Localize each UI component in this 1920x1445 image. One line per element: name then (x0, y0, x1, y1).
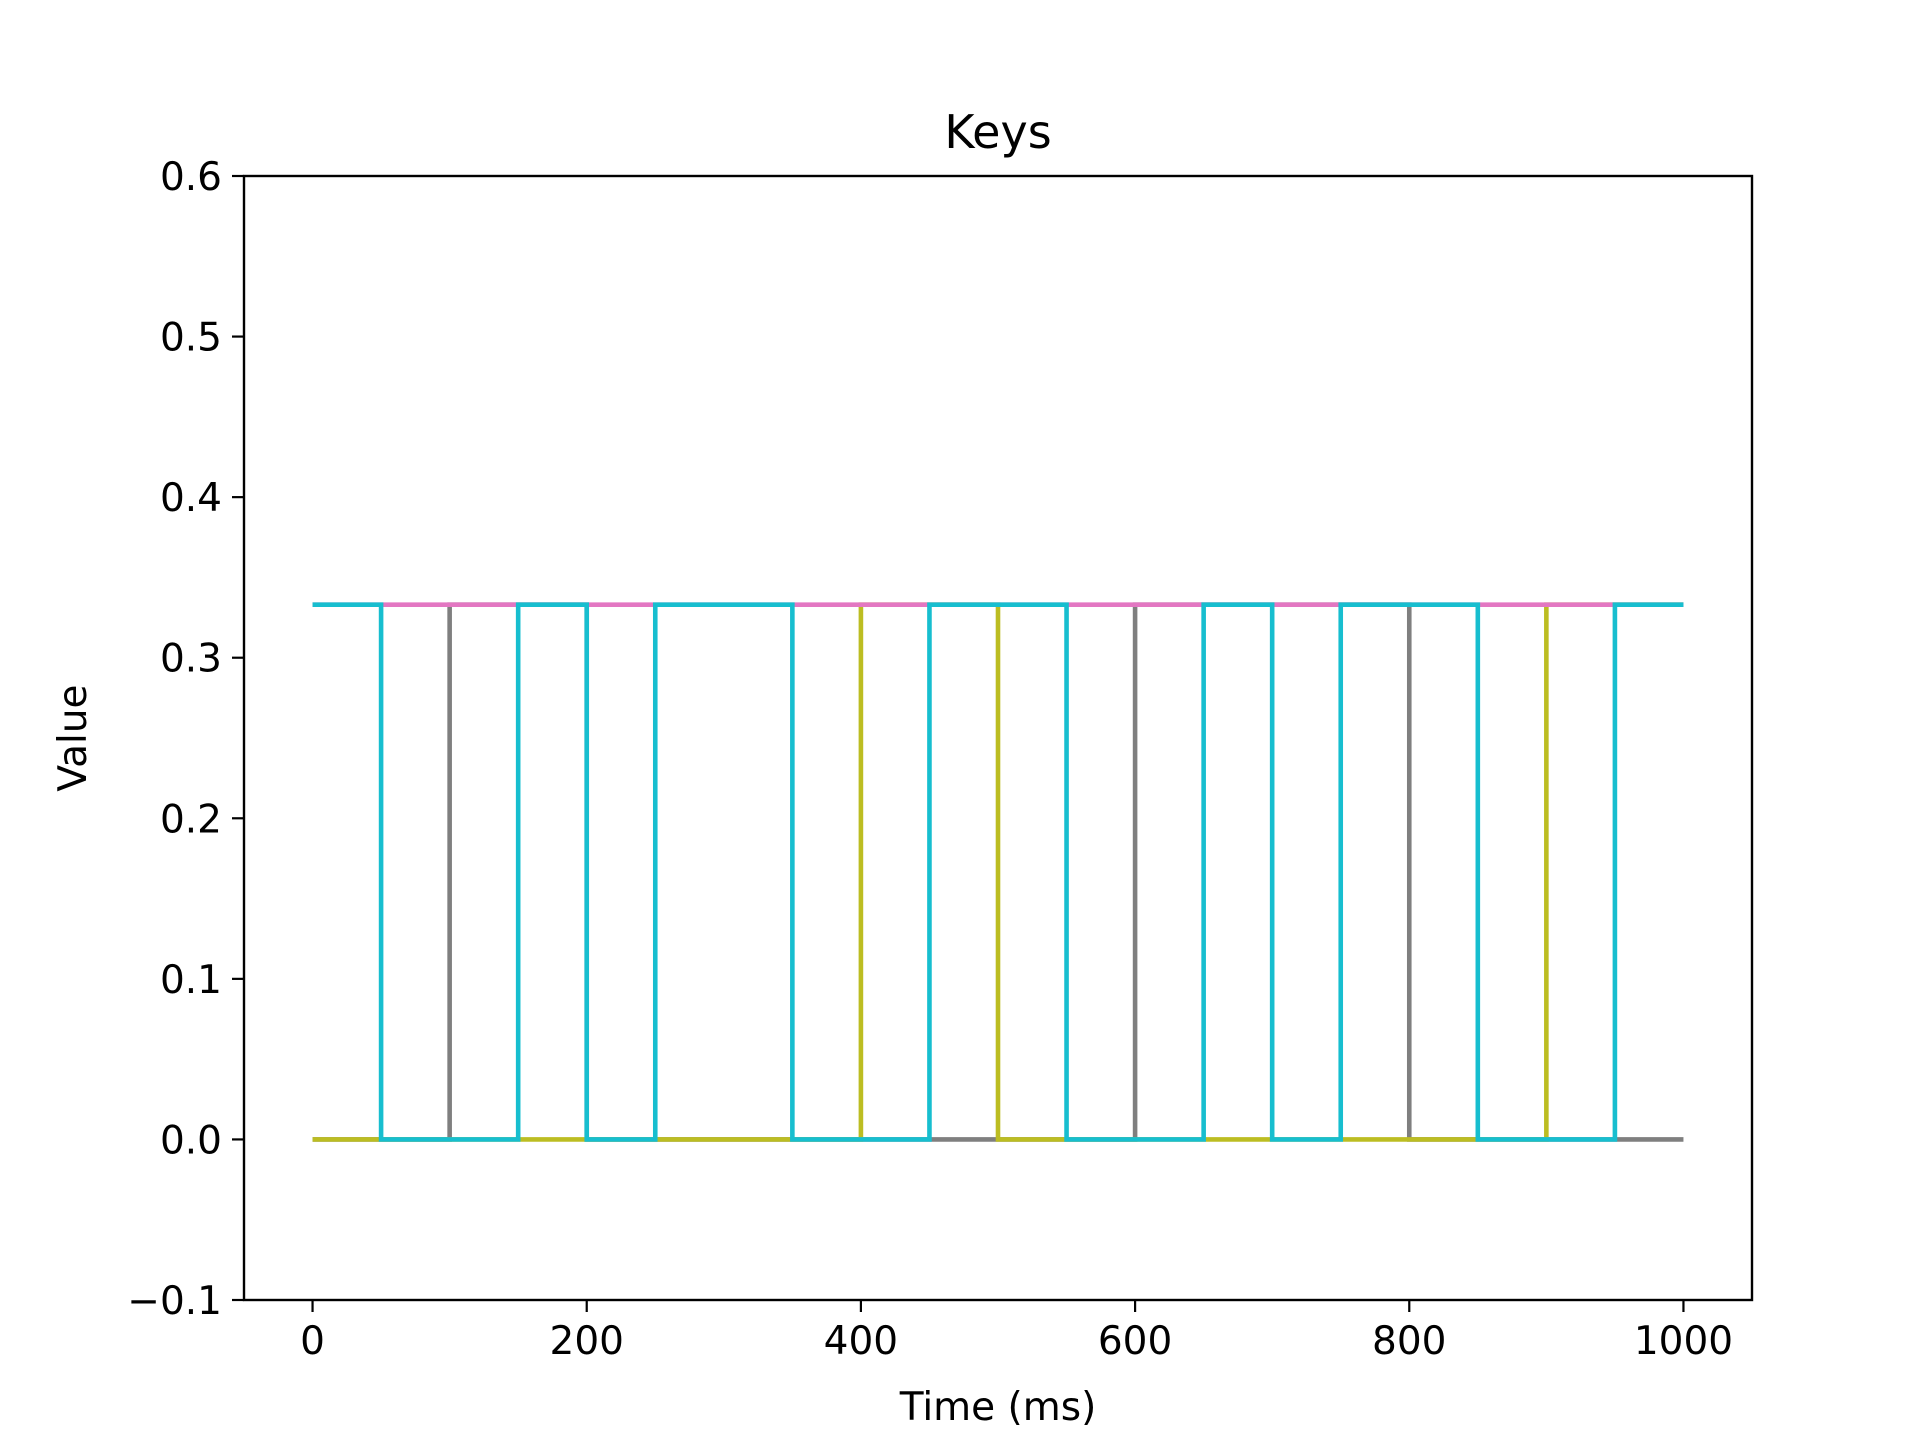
y-tick-label: 0.5 (160, 316, 222, 361)
chart-title: Keys (944, 105, 1051, 159)
x-tick-label: 600 (1098, 1319, 1172, 1364)
series-layer (312, 602, 1684, 1142)
y-tick-label: 0.0 (160, 1118, 222, 1163)
y-tick-label: 0.4 (160, 476, 222, 521)
y-tick-label: 0.6 (160, 155, 222, 200)
x-tick-label: 1000 (1634, 1319, 1733, 1364)
x-tick-label: 200 (550, 1319, 624, 1364)
y-tick-label: −0.1 (127, 1279, 222, 1324)
x-tick-label: 800 (1372, 1319, 1446, 1364)
y-tick-label: 0.1 (160, 958, 222, 1003)
x-axis-label: Time (ms) (899, 1385, 1097, 1430)
y-axis-ticks: −0.1 0.0 0.1 0.2 0.3 0.4 0.5 0.6 (127, 155, 244, 1324)
y-axis-label: Value (51, 684, 96, 791)
plot-frame (242, 174, 1754, 1302)
x-tick-label: 0 (300, 1319, 325, 1364)
y-tick-label: 0.2 (160, 797, 222, 842)
x-tick-label: 400 (824, 1319, 898, 1364)
x-axis-ticks: 0 200 400 600 800 1000 (300, 1300, 1733, 1364)
series-line-cyan (312, 602, 1684, 1142)
y-tick-label: 0.3 (160, 637, 222, 682)
